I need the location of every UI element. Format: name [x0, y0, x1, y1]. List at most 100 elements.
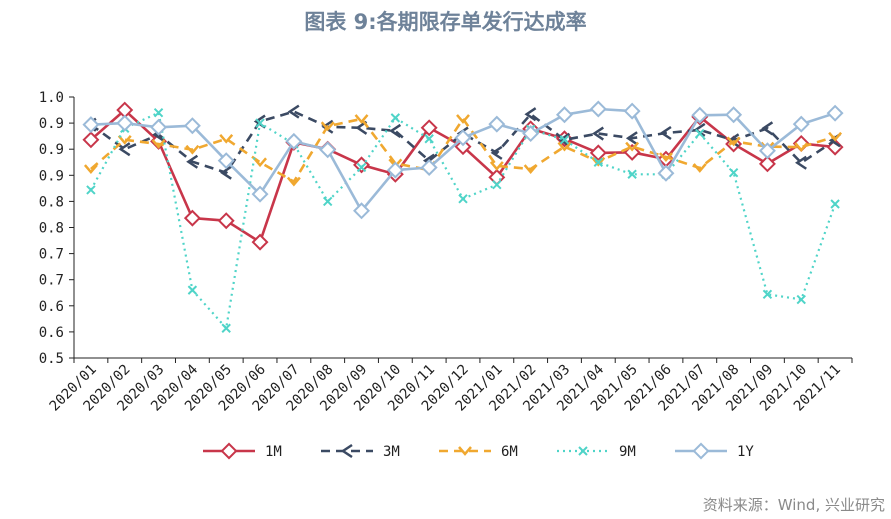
legend-item-9m: 9M — [557, 444, 636, 460]
data-point-9m — [322, 196, 333, 207]
data-point-1y — [285, 132, 303, 150]
legend-item-3m: 3M — [321, 443, 400, 460]
data-point-1y — [82, 116, 100, 134]
data-point-1y — [319, 141, 337, 159]
data-point-3m — [490, 145, 503, 160]
data-point-3m — [355, 120, 368, 135]
y-tick-label: 0.9 — [39, 168, 64, 184]
data-point-3m — [287, 104, 300, 119]
data-point-1y — [116, 114, 134, 132]
data-point-1m — [183, 209, 201, 227]
data-point-1m — [454, 138, 472, 156]
series-6m — [83, 114, 843, 187]
data-point-9m — [86, 185, 96, 195]
data-point-9m — [221, 323, 231, 333]
data-point-6m — [458, 446, 472, 456]
data-point-1y — [217, 152, 235, 170]
data-point-1m — [251, 233, 269, 251]
data-point-6m — [591, 156, 606, 167]
y-tick-label: 0.6 — [39, 325, 64, 341]
data-point-6m — [489, 161, 504, 171]
data-point-1y — [623, 102, 641, 120]
series-3m — [84, 104, 841, 180]
data-point-1y — [657, 164, 675, 182]
legend-label-3m: 3M — [383, 444, 400, 460]
data-point-6m — [692, 163, 707, 173]
chart-legend: 1M 3M 6M 9M 1Y — [203, 442, 754, 460]
y-tick-label: 1.0 — [39, 90, 64, 106]
data-point-1y — [386, 161, 404, 179]
data-point-6m — [219, 133, 234, 144]
series-line-6m — [90, 117, 836, 183]
data-point-3m — [340, 443, 353, 459]
y-tick-label: 0.8 — [39, 221, 64, 237]
data-point-6m — [726, 136, 741, 147]
data-point-9m — [153, 107, 164, 118]
data-point-6m — [117, 134, 132, 145]
data-point-9m — [762, 289, 773, 300]
data-point-3m — [321, 119, 334, 134]
data-point-9m — [559, 135, 570, 145]
legend-label-9m: 9M — [619, 444, 636, 460]
data-point-3m — [659, 125, 672, 141]
data-point-1m — [420, 119, 438, 137]
y-tick-label: 0.7 — [39, 247, 64, 263]
data-point-1y — [353, 202, 371, 220]
data-point-1y — [758, 142, 776, 160]
legend-label-1m: 1M — [265, 444, 282, 460]
data-point-6m — [286, 176, 301, 187]
data-point-1y — [420, 158, 438, 176]
data-point-3m — [558, 132, 571, 147]
data-point-9m — [255, 118, 265, 128]
data-point-9m — [796, 294, 806, 305]
data-point-3m — [592, 126, 604, 141]
data-point-6m — [151, 139, 166, 149]
data-point-6m — [185, 144, 200, 155]
y-tick-label: 0.6 — [39, 299, 64, 315]
series-line-3m — [90, 110, 836, 174]
data-point-6m — [625, 141, 640, 152]
data-point-1y — [488, 115, 506, 133]
data-point-9m — [390, 113, 401, 123]
data-point-3m — [389, 123, 402, 138]
data-point-3m — [219, 165, 232, 180]
data-point-6m — [83, 164, 98, 174]
chart-series — [82, 100, 844, 333]
legend-item-1y: 1Y — [675, 442, 754, 460]
data-point-6m — [523, 164, 538, 174]
data-point-9m — [424, 134, 434, 144]
data-point-1y — [251, 185, 269, 203]
data-point-3m — [795, 155, 807, 170]
data-point-6m — [557, 141, 572, 152]
data-point-1y — [691, 106, 709, 124]
data-point-1m — [82, 131, 100, 149]
data-point-1m — [353, 156, 371, 174]
data-point-6m — [320, 121, 335, 132]
series-line-1y — [90, 107, 836, 213]
y-tick-label: 0.5 — [39, 351, 64, 367]
data-point-6m — [253, 157, 267, 168]
data-point-9m — [492, 179, 502, 190]
data-point-3m — [524, 107, 537, 122]
data-point-1y — [150, 118, 168, 136]
data-point-9m — [356, 162, 367, 173]
y-tick-label: 0.9 — [39, 142, 64, 158]
data-point-1y — [826, 104, 844, 122]
data-point-1y — [454, 129, 472, 147]
data-point-9m — [593, 157, 604, 167]
source-note: 资料来源：Wind, 兴业研究 — [702, 496, 885, 514]
legend-label-1y: 1Y — [737, 444, 754, 460]
data-point-1y — [555, 106, 573, 124]
chart-title: 图表 9:各期限存单发行达成率 — [304, 10, 587, 34]
legend-item-1m: 1M — [203, 442, 282, 460]
data-point-1y — [522, 125, 540, 143]
data-point-1m — [589, 144, 607, 162]
y-tick-label: 0.8 — [39, 194, 64, 210]
data-point-1y — [725, 106, 743, 124]
data-point-9m — [695, 128, 705, 139]
data-point-9m — [578, 446, 588, 456]
data-point-9m — [728, 167, 739, 178]
data-point-1y — [589, 100, 607, 118]
data-point-6m — [456, 114, 470, 124]
